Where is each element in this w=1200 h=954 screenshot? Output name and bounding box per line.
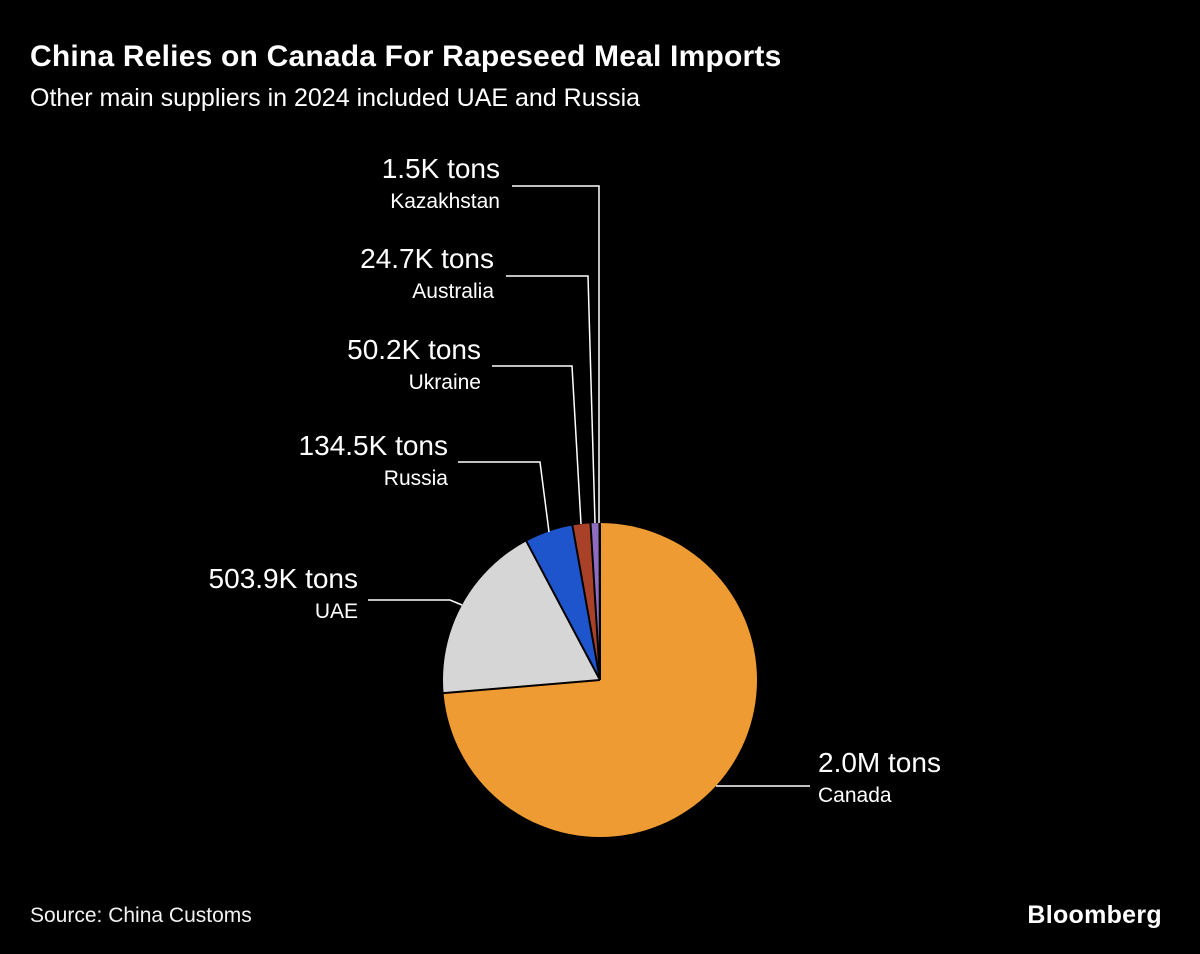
slice-value-canada: 2.0M tons: [818, 747, 941, 778]
slice-value-uae: 503.9K tons: [208, 563, 358, 594]
callout-line-russia: [458, 461, 550, 533]
slice-value-australia: 24.7K tons: [360, 243, 494, 274]
slice-country-ukraine: Ukraine: [408, 371, 481, 394]
source-credit: Source: China Customs: [30, 904, 252, 927]
label-canada: 2.0M tons Canada: [818, 746, 941, 809]
pie-chart: [443, 523, 757, 837]
slice-value-ukraine: 50.2K tons: [347, 334, 481, 365]
slice-value-russia: 134.5K tons: [298, 430, 448, 461]
slice-value-kazakhstan: 1.5K tons: [381, 153, 500, 184]
slice-country-kazakhstan: Kazakhstan: [390, 190, 500, 213]
bloomberg-logo: Bloomberg: [1027, 901, 1162, 929]
chart-subtitle: Other main suppliers in 2024 included UA…: [30, 84, 641, 112]
label-australia: 24.7K tons Australia: [360, 242, 494, 305]
label-russia: 134.5K tons Russia: [299, 429, 448, 492]
slice-country-russia: Russia: [383, 467, 448, 490]
slice-country-uae: UAE: [314, 600, 358, 623]
slice-country-australia: Australia: [412, 280, 494, 303]
label-ukraine: 50.2K tons Ukraine: [347, 333, 481, 396]
label-uae: 503.9K tons UAE: [209, 562, 358, 625]
callout-line-uae: [368, 599, 463, 606]
label-kazakhstan: 1.5K tons Kazakhstan: [382, 152, 500, 215]
callout-line-kazakhstan: [512, 185, 600, 523]
slice-country-canada: Canada: [818, 784, 892, 807]
callout-line-australia: [506, 275, 596, 524]
callout-line-ukraine: [492, 365, 582, 525]
chart-title: China Relies on Canada For Rapeseed Meal…: [30, 40, 782, 73]
